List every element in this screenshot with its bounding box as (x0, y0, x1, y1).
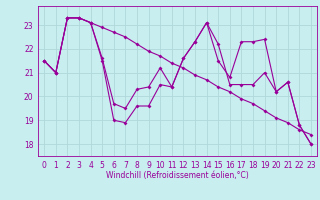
X-axis label: Windchill (Refroidissement éolien,°C): Windchill (Refroidissement éolien,°C) (106, 171, 249, 180)
